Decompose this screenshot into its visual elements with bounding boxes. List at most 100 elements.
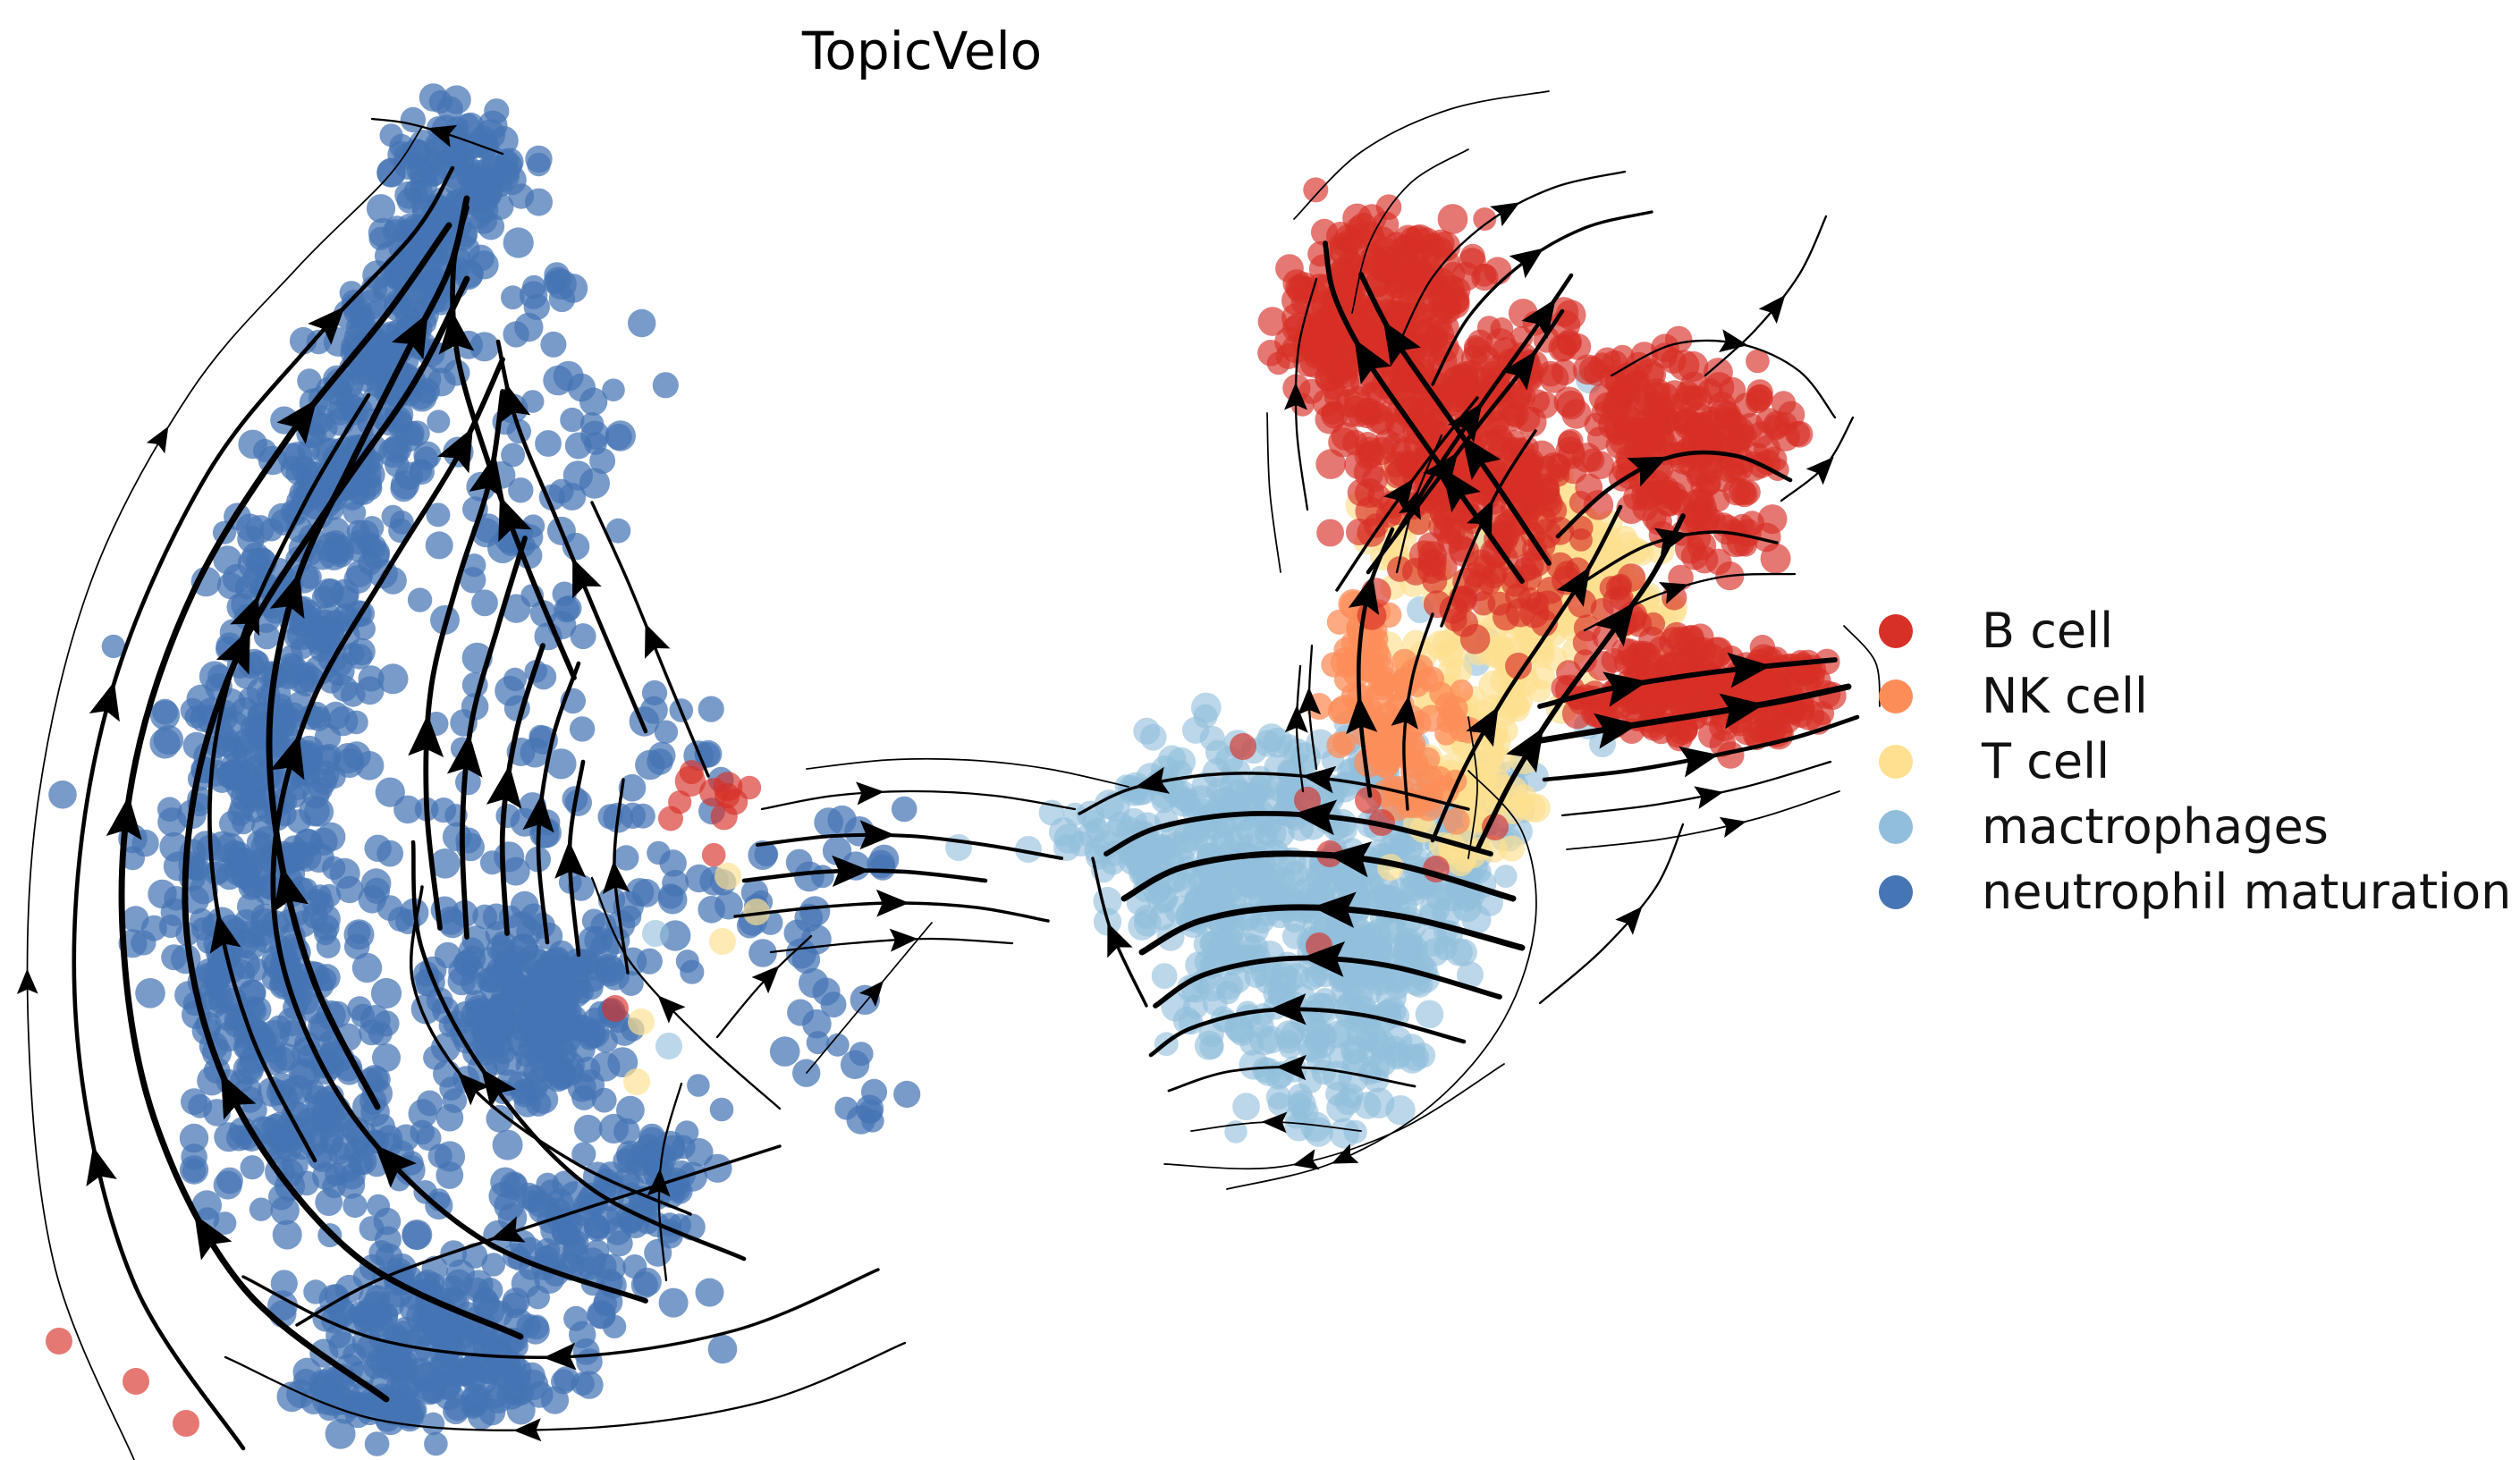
scatter-point: [825, 1033, 850, 1057]
scatter-point: [655, 1033, 682, 1059]
scatter-point: [659, 849, 687, 877]
streamline-arrowhead: [270, 734, 305, 781]
scatter-point: [160, 898, 189, 926]
streamline-arrowhead: [647, 1169, 671, 1197]
streamline-arrowhead: [1348, 575, 1380, 615]
scatter-point: [342, 1193, 368, 1219]
scatter-point: [552, 581, 577, 606]
scatter-point: [1294, 787, 1321, 814]
streamline: [1555, 450, 1793, 539]
scatter-point: [314, 922, 337, 946]
scatter-point: [530, 663, 557, 690]
streamline-arrowhead: [1627, 456, 1668, 487]
scatter-point: [213, 1170, 242, 1200]
scatter-point: [540, 331, 567, 358]
scatter-point: [381, 504, 405, 528]
scatter-point: [101, 634, 126, 659]
scatter-point: [1500, 532, 1527, 559]
scatter-point: [347, 644, 373, 670]
scatter-point: [654, 720, 679, 744]
scatter-point: [430, 848, 461, 879]
scatter-point: [1689, 502, 1721, 533]
scatter-point: [434, 941, 461, 969]
scatter-point: [372, 274, 403, 305]
scatter-point: [1354, 401, 1382, 429]
scatter-point: [1334, 1087, 1362, 1116]
scatter-point: [272, 1219, 302, 1250]
streamline: [1537, 657, 1838, 709]
scatter-point: [626, 1147, 655, 1177]
scatter-point: [270, 1270, 298, 1297]
streamline-arrowhead: [1758, 294, 1786, 325]
streamline-arrowhead: [522, 793, 554, 833]
scatter-point: [1327, 697, 1355, 725]
scatter-point: [1572, 629, 1599, 656]
scatter-point: [285, 662, 317, 694]
streamline-arrowhead: [438, 310, 475, 355]
streamline-arrowhead: [1312, 891, 1357, 928]
scatter-point: [508, 933, 539, 965]
scatter-point: [743, 899, 770, 925]
streamline: [118, 222, 452, 1403]
scatter-point: [1471, 264, 1499, 291]
scatter-point: [1251, 1003, 1275, 1026]
scatter-point: [1414, 333, 1438, 358]
scatter-point: [1358, 654, 1387, 684]
streamline: [1430, 504, 1623, 843]
scatter-point: [180, 697, 206, 723]
streamline-arrowhead: [1615, 906, 1643, 935]
scatter-point: [309, 627, 335, 653]
scatter-point: [1760, 543, 1791, 574]
scatter-point: [1437, 274, 1465, 302]
legend-label: mactrophages: [1982, 798, 2329, 855]
scatter-point: [710, 803, 738, 831]
scatter-point: [812, 977, 841, 1006]
scatter-point: [244, 996, 272, 1024]
scatter-point: [1672, 408, 1699, 435]
streamline-arrowhead: [1719, 693, 1765, 730]
scatter-point: [1315, 449, 1346, 479]
scatter-point: [346, 529, 372, 555]
streamline: [1323, 241, 1525, 584]
scatter-point: [1420, 938, 1450, 966]
scatter-point: [893, 1080, 921, 1108]
streamline: [1475, 513, 1686, 852]
scatter-point: [1705, 548, 1732, 575]
streamline: [1120, 850, 1517, 902]
scatter-point: [393, 795, 422, 824]
scatter-point: [342, 501, 367, 525]
streamline: [182, 275, 524, 1340]
scatter-point: [469, 332, 500, 362]
scatter-point: [618, 773, 647, 802]
scatter-point: [1746, 349, 1770, 374]
scatter-point: [568, 874, 595, 901]
scatter-point: [347, 1361, 376, 1389]
streamline-arrowhead: [1501, 350, 1536, 391]
scatter-point: [483, 1382, 509, 1409]
scatter-point: [355, 471, 383, 498]
streamline-arrowhead: [209, 913, 241, 954]
scatter-point: [590, 912, 617, 939]
scatter-point: [1478, 571, 1501, 595]
streamline-arrowhead: [276, 399, 317, 444]
streamline-arrowhead: [486, 764, 522, 809]
streamline-arrowhead: [1346, 696, 1378, 735]
scatter-point: [1053, 834, 1080, 861]
scatter-point: [1291, 1099, 1319, 1126]
scatter-point: [428, 89, 452, 114]
scatter-point: [1213, 925, 1244, 956]
streamline-arrowhead: [1327, 841, 1373, 878]
scatter-point: [499, 1171, 529, 1201]
scatter-point: [501, 285, 525, 310]
scatter-point: [632, 1267, 662, 1296]
scatter-point: [538, 1179, 565, 1206]
scatter-point: [444, 141, 475, 173]
scatter-point: [1561, 399, 1592, 429]
scatter-point: [1657, 493, 1681, 517]
streamline-arrowhead: [273, 866, 309, 913]
streamline-arrowhead: [1261, 1111, 1288, 1134]
streamline-arrowhead: [1275, 1054, 1307, 1081]
streamline: [1104, 811, 1493, 857]
scatter-point: [363, 1309, 388, 1333]
streamline-arrowhead: [16, 968, 38, 994]
